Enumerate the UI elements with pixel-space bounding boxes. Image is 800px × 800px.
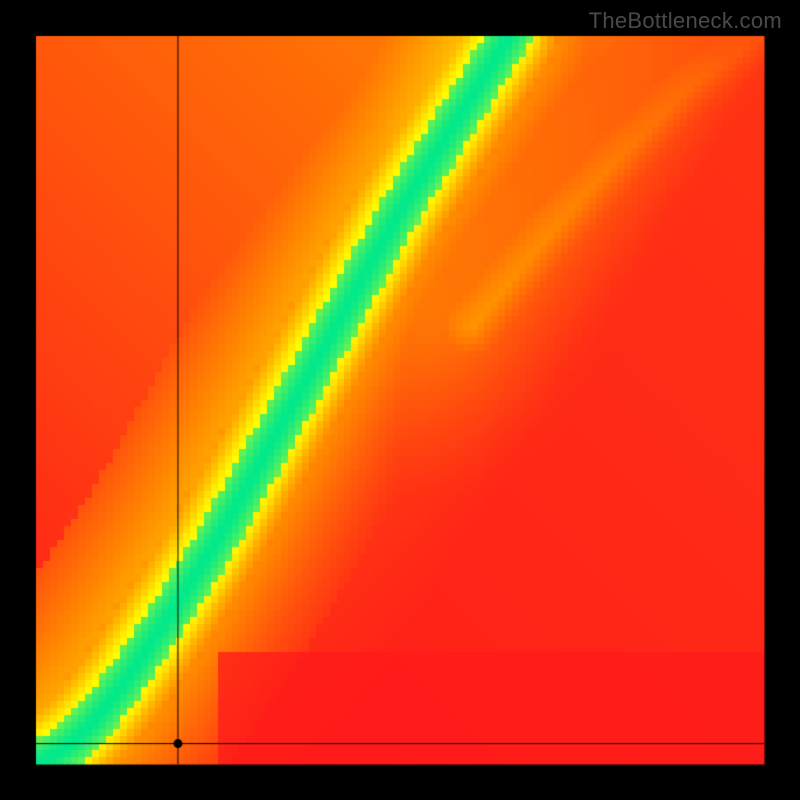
watermark-text: TheBottleneck.com	[589, 8, 782, 34]
heatmap-canvas	[0, 0, 800, 800]
chart-container: TheBottleneck.com	[0, 0, 800, 800]
